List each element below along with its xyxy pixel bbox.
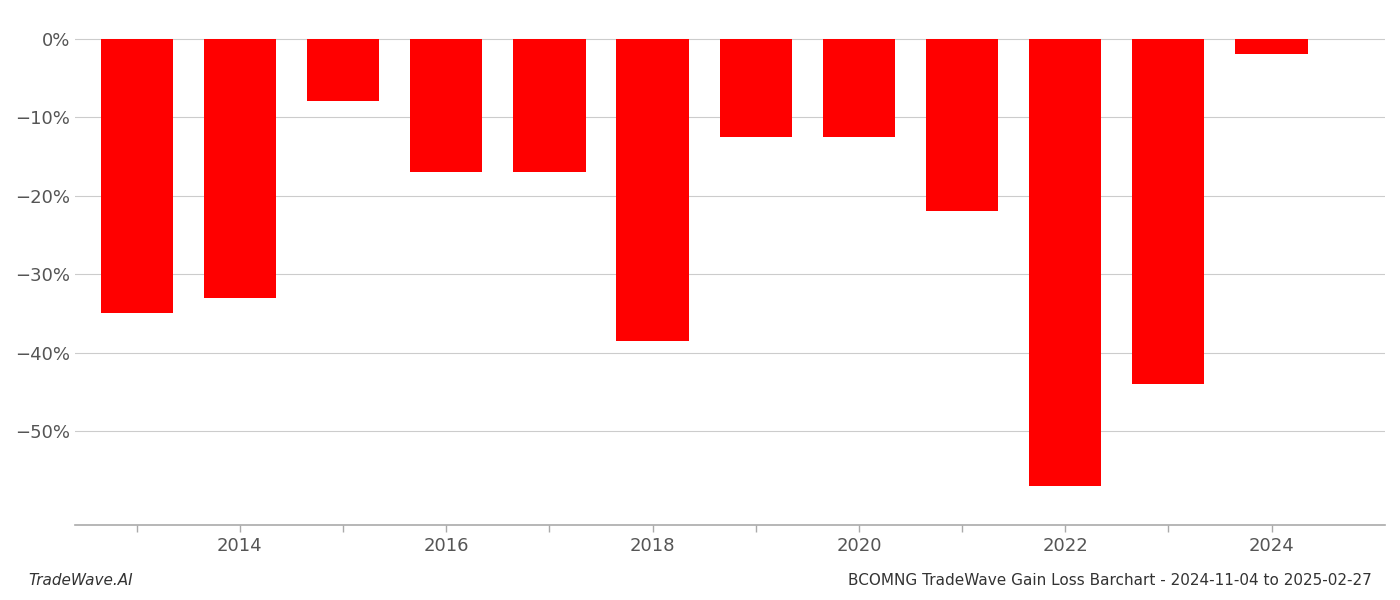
Bar	[1133, 38, 1204, 384]
Bar	[1029, 38, 1102, 486]
Bar	[1235, 38, 1308, 54]
Bar	[514, 38, 585, 172]
Bar	[616, 38, 689, 341]
Bar	[720, 38, 792, 137]
Bar	[410, 38, 483, 172]
Bar	[307, 38, 379, 101]
Text: BCOMNG TradeWave Gain Loss Barchart - 2024-11-04 to 2025-02-27: BCOMNG TradeWave Gain Loss Barchart - 20…	[848, 573, 1372, 588]
Text: TradeWave.AI: TradeWave.AI	[28, 573, 133, 588]
Bar	[101, 38, 172, 313]
Bar	[925, 38, 998, 211]
Bar	[204, 38, 276, 298]
Bar	[823, 38, 895, 137]
